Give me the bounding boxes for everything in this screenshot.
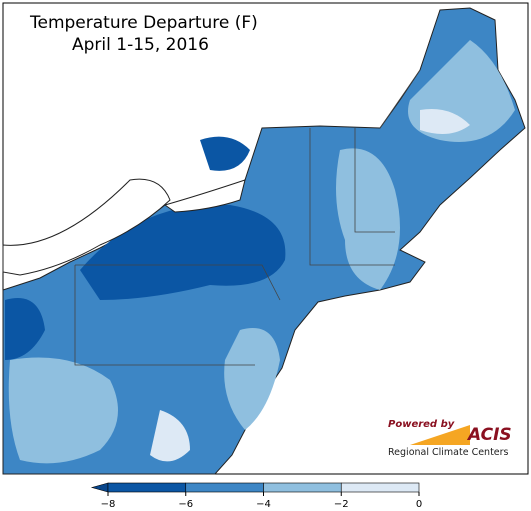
colorbar-segment bbox=[263, 482, 342, 493]
logo-name: ACIS bbox=[466, 425, 512, 445]
light-region bbox=[224, 328, 280, 430]
dark-region bbox=[5, 298, 45, 360]
logo-swoosh bbox=[410, 425, 470, 445]
map-subtitle: April 1-15, 2016 bbox=[72, 35, 209, 55]
lake bbox=[2, 178, 171, 276]
colorbar-segment bbox=[107, 482, 187, 493]
colorbar-tick-label: −2 bbox=[334, 499, 349, 510]
colorbar-tick-label: −4 bbox=[256, 499, 271, 510]
colorbar-tick-label: −8 bbox=[101, 499, 116, 510]
colorbar-segment bbox=[340, 482, 420, 493]
logo-tagline: Regional Climate Centers bbox=[388, 447, 509, 458]
lightest-region bbox=[150, 410, 190, 462]
dark-region bbox=[200, 136, 250, 171]
lightest-region bbox=[420, 109, 470, 134]
colorbar-tick-label: −6 bbox=[178, 499, 193, 510]
lake bbox=[163, 179, 246, 213]
light-region bbox=[336, 148, 400, 290]
logo-powered-by: Powered by bbox=[388, 419, 455, 430]
map-area bbox=[2, 7, 526, 475]
colorbar-segment bbox=[185, 482, 264, 493]
map-title: Temperature Departure (F) bbox=[29, 13, 258, 33]
colorbar-extend bbox=[90, 482, 109, 493]
state-borders bbox=[74, 69, 421, 366]
colorbar-tick-label: 0 bbox=[416, 499, 422, 510]
light-region bbox=[8, 357, 118, 464]
colorbar: −8 −6 −4 −2 0 bbox=[90, 482, 422, 510]
logo: Powered by ACIS Regional Climate Centers bbox=[388, 419, 512, 458]
